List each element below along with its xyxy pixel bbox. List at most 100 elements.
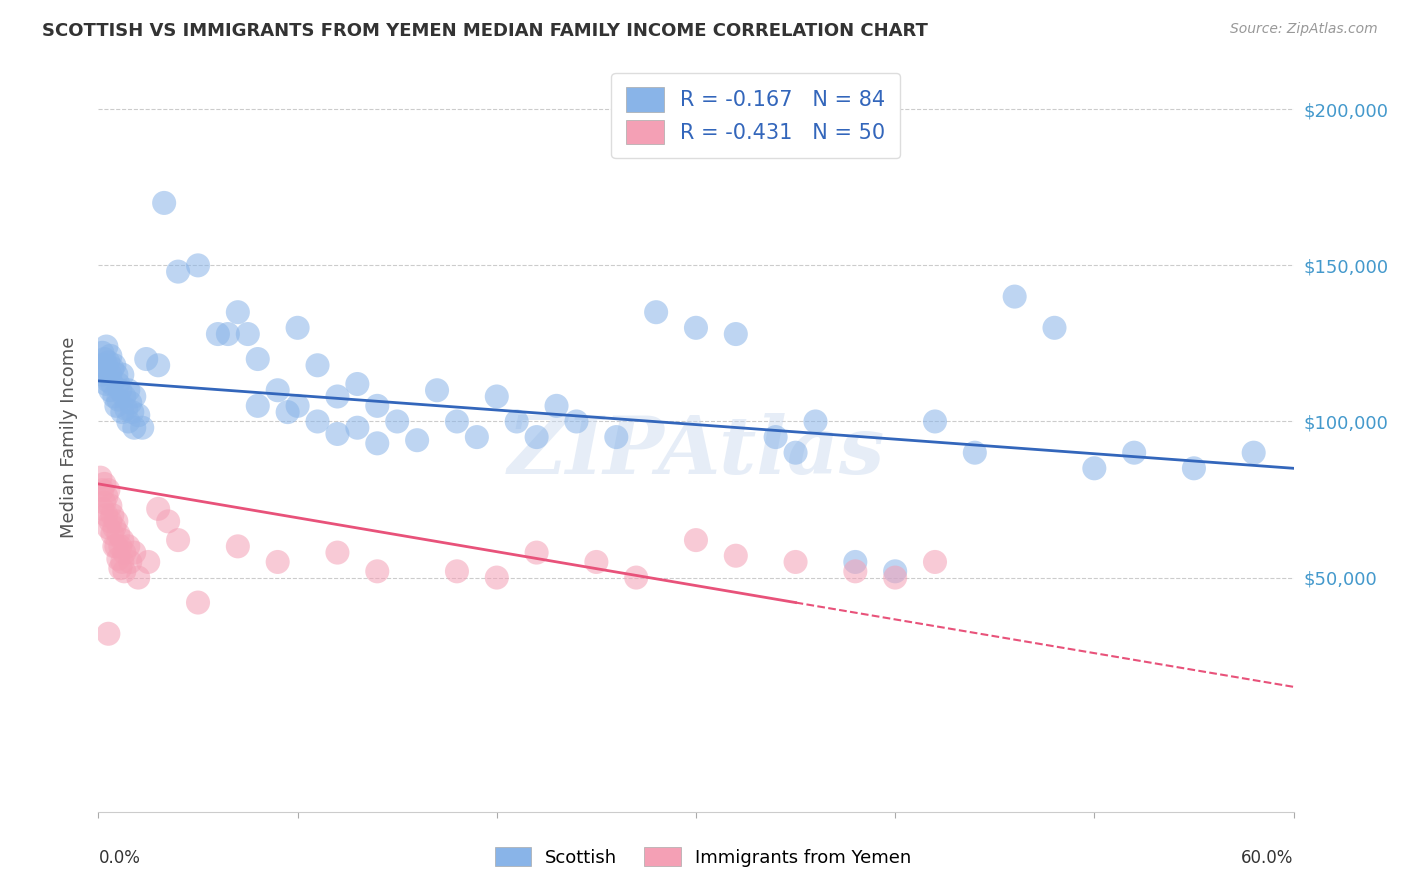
Point xyxy=(426,384,449,398)
Point xyxy=(93,364,115,378)
Point xyxy=(385,414,409,428)
Legend: Scottish, Immigrants from Yemen: Scottish, Immigrants from Yemen xyxy=(488,840,918,874)
Point xyxy=(105,539,128,553)
Point xyxy=(217,326,239,341)
Point xyxy=(98,499,122,513)
Point xyxy=(96,508,118,523)
Point xyxy=(884,565,907,579)
Point xyxy=(626,571,648,585)
Point xyxy=(101,526,124,541)
Point xyxy=(506,414,529,428)
Point xyxy=(187,596,209,610)
Point xyxy=(157,514,180,528)
Point xyxy=(804,414,827,428)
Point xyxy=(277,405,299,419)
Point xyxy=(207,326,229,341)
Point xyxy=(115,401,138,416)
Point xyxy=(121,405,143,419)
Point xyxy=(117,414,139,428)
Point xyxy=(98,349,122,363)
Point xyxy=(131,420,153,434)
Point xyxy=(124,420,146,434)
Point xyxy=(135,351,157,366)
Point xyxy=(526,545,548,560)
Point xyxy=(107,526,129,541)
Point xyxy=(187,258,209,272)
Point xyxy=(91,368,114,382)
Text: SCOTTISH VS IMMIGRANTS FROM YEMEN MEDIAN FAMILY INCOME CORRELATION CHART: SCOTTISH VS IMMIGRANTS FROM YEMEN MEDIAN… xyxy=(42,22,928,40)
Point xyxy=(91,345,114,359)
Point xyxy=(101,376,124,391)
Point xyxy=(110,539,132,553)
Point xyxy=(93,476,115,491)
Point xyxy=(546,399,568,413)
Point xyxy=(89,470,111,484)
Point xyxy=(526,430,548,444)
Text: Source: ZipAtlas.com: Source: ZipAtlas.com xyxy=(1230,22,1378,37)
Point xyxy=(267,555,290,569)
Point xyxy=(307,358,329,372)
Point xyxy=(844,565,866,579)
Point xyxy=(124,389,146,403)
Point xyxy=(96,489,118,503)
Point xyxy=(111,368,134,382)
Point xyxy=(1083,461,1105,475)
Point xyxy=(107,551,129,566)
Point xyxy=(685,320,707,334)
Point xyxy=(105,399,128,413)
Point xyxy=(605,430,627,444)
Point xyxy=(110,384,132,398)
Point xyxy=(98,368,122,382)
Point xyxy=(446,565,468,579)
Point xyxy=(465,430,488,444)
Point xyxy=(406,433,429,447)
Point xyxy=(485,571,508,585)
Point xyxy=(101,508,124,523)
Point xyxy=(884,571,907,585)
Text: 0.0%: 0.0% xyxy=(98,849,141,867)
Point xyxy=(844,555,866,569)
Point xyxy=(103,520,125,534)
Point xyxy=(226,305,249,319)
Text: 60.0%: 60.0% xyxy=(1241,849,1294,867)
Point xyxy=(101,361,124,376)
Point xyxy=(307,414,329,428)
Point xyxy=(91,483,114,498)
Point xyxy=(98,514,122,528)
Point xyxy=(127,408,149,422)
Point xyxy=(97,374,120,388)
Point xyxy=(287,320,309,334)
Point xyxy=(136,555,159,569)
Point xyxy=(112,565,135,579)
Point xyxy=(103,389,125,403)
Point xyxy=(1243,445,1265,460)
Point xyxy=(485,389,508,403)
Point xyxy=(924,555,946,569)
Point xyxy=(96,376,118,391)
Point xyxy=(112,545,135,560)
Point xyxy=(326,426,349,441)
Point xyxy=(111,533,134,547)
Point xyxy=(97,483,120,498)
Point xyxy=(103,539,125,553)
Point xyxy=(267,384,290,398)
Point xyxy=(287,399,309,413)
Point xyxy=(93,495,115,509)
Point xyxy=(97,626,120,640)
Point xyxy=(366,399,388,413)
Point xyxy=(89,358,111,372)
Point xyxy=(246,351,269,366)
Y-axis label: Median Family Income: Median Family Income xyxy=(59,336,77,538)
Point xyxy=(1043,320,1066,334)
Point xyxy=(785,445,807,460)
Point xyxy=(366,565,388,579)
Point xyxy=(111,405,134,419)
Point xyxy=(96,339,118,353)
Point xyxy=(110,561,132,575)
Point xyxy=(585,555,607,569)
Point xyxy=(96,358,118,372)
Point xyxy=(346,420,368,434)
Point xyxy=(963,445,986,460)
Legend: R = -0.167   N = 84, R = -0.431   N = 50: R = -0.167 N = 84, R = -0.431 N = 50 xyxy=(612,73,900,159)
Point xyxy=(924,414,946,428)
